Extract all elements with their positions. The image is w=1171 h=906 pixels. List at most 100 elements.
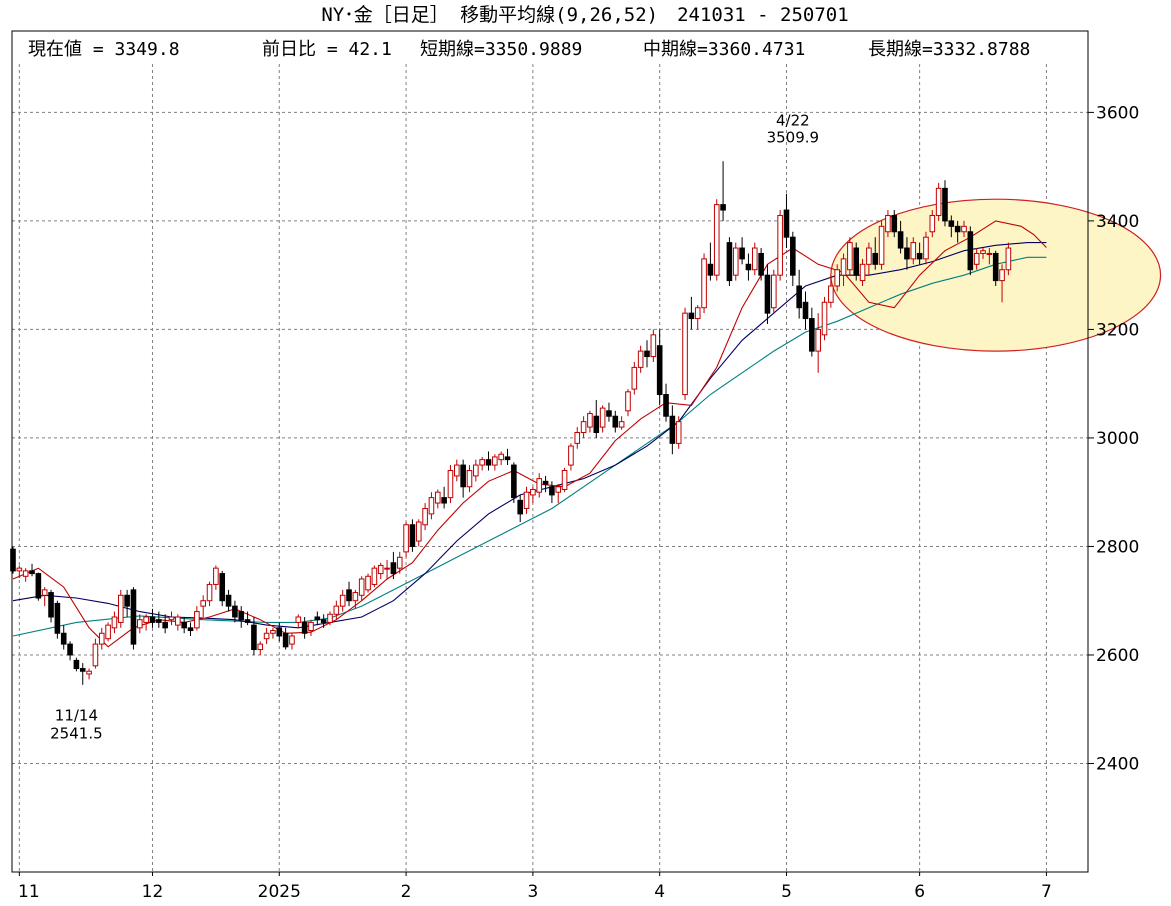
candle <box>694 305 701 330</box>
candle <box>194 606 200 631</box>
candle-body <box>593 415 600 434</box>
candle <box>263 627 270 645</box>
candle-body <box>783 209 790 238</box>
candle <box>631 361 638 395</box>
candle <box>536 473 543 498</box>
candle <box>320 614 327 628</box>
candle-body <box>802 301 809 320</box>
candle-body <box>206 583 213 602</box>
candle-body <box>549 486 555 496</box>
candle <box>282 627 289 650</box>
candle-body <box>308 621 314 632</box>
candle-body <box>790 236 796 276</box>
candle <box>923 231 929 265</box>
candle-body <box>866 247 872 265</box>
candle <box>790 231 796 287</box>
candle <box>834 264 841 292</box>
candle <box>504 448 511 466</box>
candle-body <box>511 464 517 499</box>
y-tick-label: 2600 <box>1096 646 1139 666</box>
x-tick-label: 5 <box>781 882 792 902</box>
candle-body <box>498 453 504 461</box>
candle-body <box>352 592 359 602</box>
x-tick-label: 7 <box>1041 882 1052 902</box>
candle-body <box>333 605 340 615</box>
candle <box>656 329 663 406</box>
candle-body <box>238 611 245 621</box>
candle-body <box>447 469 454 499</box>
candle <box>783 193 790 249</box>
candle <box>644 340 650 368</box>
mid-ma-line <box>12 242 1047 629</box>
candle-body <box>124 594 130 607</box>
candle-body <box>656 345 663 396</box>
candle-body <box>891 214 898 233</box>
candle-body <box>73 659 80 670</box>
candle <box>168 611 175 626</box>
candle <box>308 619 314 636</box>
candle-body <box>923 236 929 260</box>
candle <box>910 237 917 265</box>
candle <box>10 546 16 574</box>
candle-body <box>992 252 999 282</box>
annotation-date: 4/22 <box>776 111 810 129</box>
candle-body <box>117 594 124 623</box>
candle-body <box>796 285 802 309</box>
candle-body <box>967 231 974 271</box>
candle <box>542 475 549 493</box>
candle-body <box>612 415 619 428</box>
candle <box>992 250 999 287</box>
candle-body <box>929 214 936 233</box>
candle-body <box>739 247 745 260</box>
candle-body <box>625 391 631 412</box>
candle <box>117 589 124 628</box>
candle-body <box>948 220 955 227</box>
candle-body <box>339 594 346 607</box>
candle-body <box>276 627 283 637</box>
candle-body <box>885 214 891 233</box>
candle <box>314 611 321 626</box>
candle-body <box>530 488 536 496</box>
candle-body <box>365 575 371 591</box>
candle <box>574 427 581 449</box>
candle <box>929 210 936 238</box>
candle-body <box>828 285 834 303</box>
candle <box>409 519 416 552</box>
candle <box>441 486 447 509</box>
candle <box>16 565 23 578</box>
candle-body <box>961 225 967 233</box>
candle-body <box>688 312 695 320</box>
candle <box>213 565 219 590</box>
candle <box>244 611 251 626</box>
candle <box>530 486 536 504</box>
candle <box>352 589 359 609</box>
candle <box>751 242 758 276</box>
candle <box>948 215 955 238</box>
candle-body <box>840 258 847 276</box>
candle-body <box>504 456 511 461</box>
candle-body <box>701 258 707 309</box>
annotation-date: 11/14 <box>55 707 98 725</box>
candle-body <box>434 491 441 504</box>
candle <box>225 589 232 612</box>
candle-body <box>441 497 447 504</box>
candle <box>669 405 676 455</box>
candle <box>333 600 340 620</box>
candle <box>473 459 479 482</box>
candle <box>859 258 866 287</box>
candle <box>847 237 853 276</box>
candle <box>301 616 308 639</box>
candle-body <box>263 632 270 640</box>
candle <box>295 614 302 628</box>
candle-body <box>79 668 86 672</box>
candle <box>555 484 562 504</box>
candle <box>327 611 333 626</box>
candle <box>840 253 847 287</box>
candle <box>688 296 695 330</box>
candle-body <box>415 521 422 542</box>
candle-body <box>54 602 61 634</box>
candle <box>200 595 206 617</box>
candle <box>986 248 993 265</box>
candle-body <box>821 301 828 336</box>
